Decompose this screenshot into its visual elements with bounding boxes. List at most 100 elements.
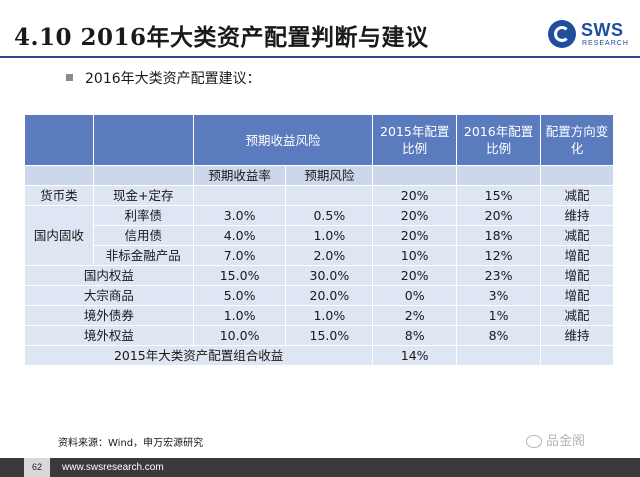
row-2016-allocation: 3% <box>456 285 542 306</box>
logo-text: SWS <box>581 20 624 40</box>
row-direction: 减配 <box>540 185 614 206</box>
row-category: 大宗商品 <box>24 285 194 306</box>
logo-subtext: RESEARCH <box>582 40 629 47</box>
total-label: 2015年大类资产配置组合收益 <box>23 345 374 366</box>
subheader-empty-1 <box>24 165 94 186</box>
source-note: 资料来源：Wind，申万宏源研究 <box>58 438 204 449</box>
table-header-row: 预期收益风险 2015年配置 比例 2016年配置 比例 配置方向变化 <box>24 114 614 166</box>
logo-icon <box>548 20 576 48</box>
header-2015-allocation: 2015年配置 比例 <box>372 114 458 166</box>
row-category: 货币类 <box>24 185 94 206</box>
row-expected-risk: 1.0% <box>285 305 374 326</box>
row-expected-return: 3.0% <box>192 205 287 226</box>
row-2015-allocation: 20% <box>372 265 458 286</box>
slide-title: 4.10 2016年大类资产配置判断与建议 <box>14 24 429 51</box>
row-direction: 减配 <box>540 225 614 246</box>
row-expected-return: 1.0% <box>192 305 287 326</box>
row-expected-risk <box>285 185 374 206</box>
row-2016-allocation: 18% <box>456 225 542 246</box>
row-expected-risk: 20.0% <box>285 285 374 306</box>
row-direction: 增配 <box>540 265 614 286</box>
subheader-empty-2 <box>92 165 194 186</box>
table-total-row: 2015年大类资产配置组合收益 14% <box>23 345 614 366</box>
row-2015-allocation: 20% <box>372 205 458 226</box>
square-bullet-icon <box>66 73 73 81</box>
row-expected-risk: 2.0% <box>285 245 374 266</box>
subheader-empty-4 <box>456 165 542 186</box>
row-expected-return: 10.0% <box>192 325 287 346</box>
footer-url: www.swsresearch.com <box>62 462 164 473</box>
subheader-empty-3 <box>372 165 458 186</box>
row-expected-return: 5.0% <box>192 285 287 306</box>
row-2015-allocation: 0% <box>372 285 458 306</box>
row-2016-allocation: 12% <box>456 245 542 266</box>
row-direction: 维持 <box>540 205 614 226</box>
row-category: 境外债券 <box>24 305 194 326</box>
row-expected-risk: 30.0% <box>285 265 374 286</box>
header-2015-line2: 比例 <box>402 141 428 156</box>
header-2016-line1: 2016年配置 <box>463 124 534 139</box>
row-expected-risk: 15.0% <box>285 325 374 346</box>
row-expected-return: 4.0% <box>192 225 287 246</box>
row-2016-allocation: 23% <box>456 265 542 286</box>
bullet-point: 2016年大类资产配置建议： <box>66 68 261 88</box>
row-item: 非标金融产品 <box>92 245 194 266</box>
total-empty-1 <box>456 345 542 366</box>
row-item: 现金+定存 <box>92 185 194 206</box>
table-row: 货币类 现金+定存 20% 15% 减配 <box>24 185 614 206</box>
row-expected-risk: 1.0% <box>285 225 374 246</box>
wechat-icon <box>526 435 542 448</box>
table-row: 境外债券 1.0% 1.0% 2% 1% 减配 <box>24 305 614 326</box>
header-2016-allocation: 2016年配置 比例 <box>456 114 542 166</box>
row-2016-allocation: 8% <box>456 325 542 346</box>
header-direction-line2: 化 <box>570 141 584 156</box>
title-divider <box>0 56 640 58</box>
header-cell-empty-1 <box>24 114 94 166</box>
watermark-text: 品金阁 <box>546 434 586 449</box>
row-2016-allocation: 20% <box>456 205 542 226</box>
row-item: 利率债 <box>92 205 194 226</box>
subheader-expected-return: 预期收益率 <box>192 165 287 186</box>
table-row: 信用债 4.0% 1.0% 20% 18% 减配 <box>25 225 614 246</box>
row-2015-allocation: 20% <box>372 225 458 246</box>
allocation-table: 预期收益风险 2015年配置 比例 2016年配置 比例 配置方向变化 预期收益率 … <box>23 114 614 366</box>
table-row: 非标金融产品 7.0% 2.0% 10% 12% 增配 <box>25 245 614 266</box>
row-item: 信用债 <box>92 225 194 246</box>
subheader-expected-risk: 预期风险 <box>285 165 374 186</box>
table-subheader-row: 预期收益率 预期风险 <box>24 165 614 186</box>
header-direction-change: 配置方向变化 <box>540 114 614 166</box>
row-expected-return <box>192 185 287 206</box>
table-row: 境外权益 10.0% 15.0% 8% 8% 维持 <box>24 325 614 346</box>
row-2015-allocation: 10% <box>372 245 458 266</box>
row-expected-risk: 0.5% <box>285 205 374 226</box>
header-2016-line2: 比例 <box>486 141 512 156</box>
row-direction: 增配 <box>540 285 614 306</box>
total-empty-2 <box>540 345 614 366</box>
header-2015-line1: 2015年配置 <box>380 124 450 139</box>
row-category: 境外权益 <box>24 325 194 346</box>
row-expected-return: 15.0% <box>192 265 287 286</box>
bullet-text: 2016年大类资产配置建议： <box>85 71 261 87</box>
subheader-empty-5 <box>540 165 614 186</box>
watermark: 品金阁 <box>526 430 585 449</box>
row-direction: 减配 <box>540 305 614 326</box>
row-2016-allocation: 1% <box>456 305 542 326</box>
table-row: 国内固收 利率债 3.0% 0.5% 20% 20% 维持 <box>24 205 614 266</box>
footer-bar <box>0 458 640 477</box>
row-2016-allocation: 15% <box>456 185 542 206</box>
header-direction-line1: 配置方向变 <box>545 124 609 139</box>
table-row: 国内权益 15.0% 30.0% 20% 23% 增配 <box>24 265 614 286</box>
row-direction: 维持 <box>540 325 614 346</box>
total-value: 14% <box>372 345 458 366</box>
header-expected-return-risk: 预期收益风险 <box>192 114 374 166</box>
row-direction: 增配 <box>540 245 614 266</box>
row-2015-allocation: 8% <box>372 325 458 346</box>
row-expected-return: 7.0% <box>192 245 287 266</box>
sws-logo: SWS RESEARCH <box>548 18 632 52</box>
row-category: 国内权益 <box>24 265 194 286</box>
table-row: 大宗商品 5.0% 20.0% 0% 3% 增配 <box>24 285 614 306</box>
row-category: 国内固收 <box>24 205 94 266</box>
page-number: 62 <box>24 458 50 477</box>
row-2015-allocation: 2% <box>372 305 458 326</box>
header-cell-empty-2 <box>92 114 194 166</box>
